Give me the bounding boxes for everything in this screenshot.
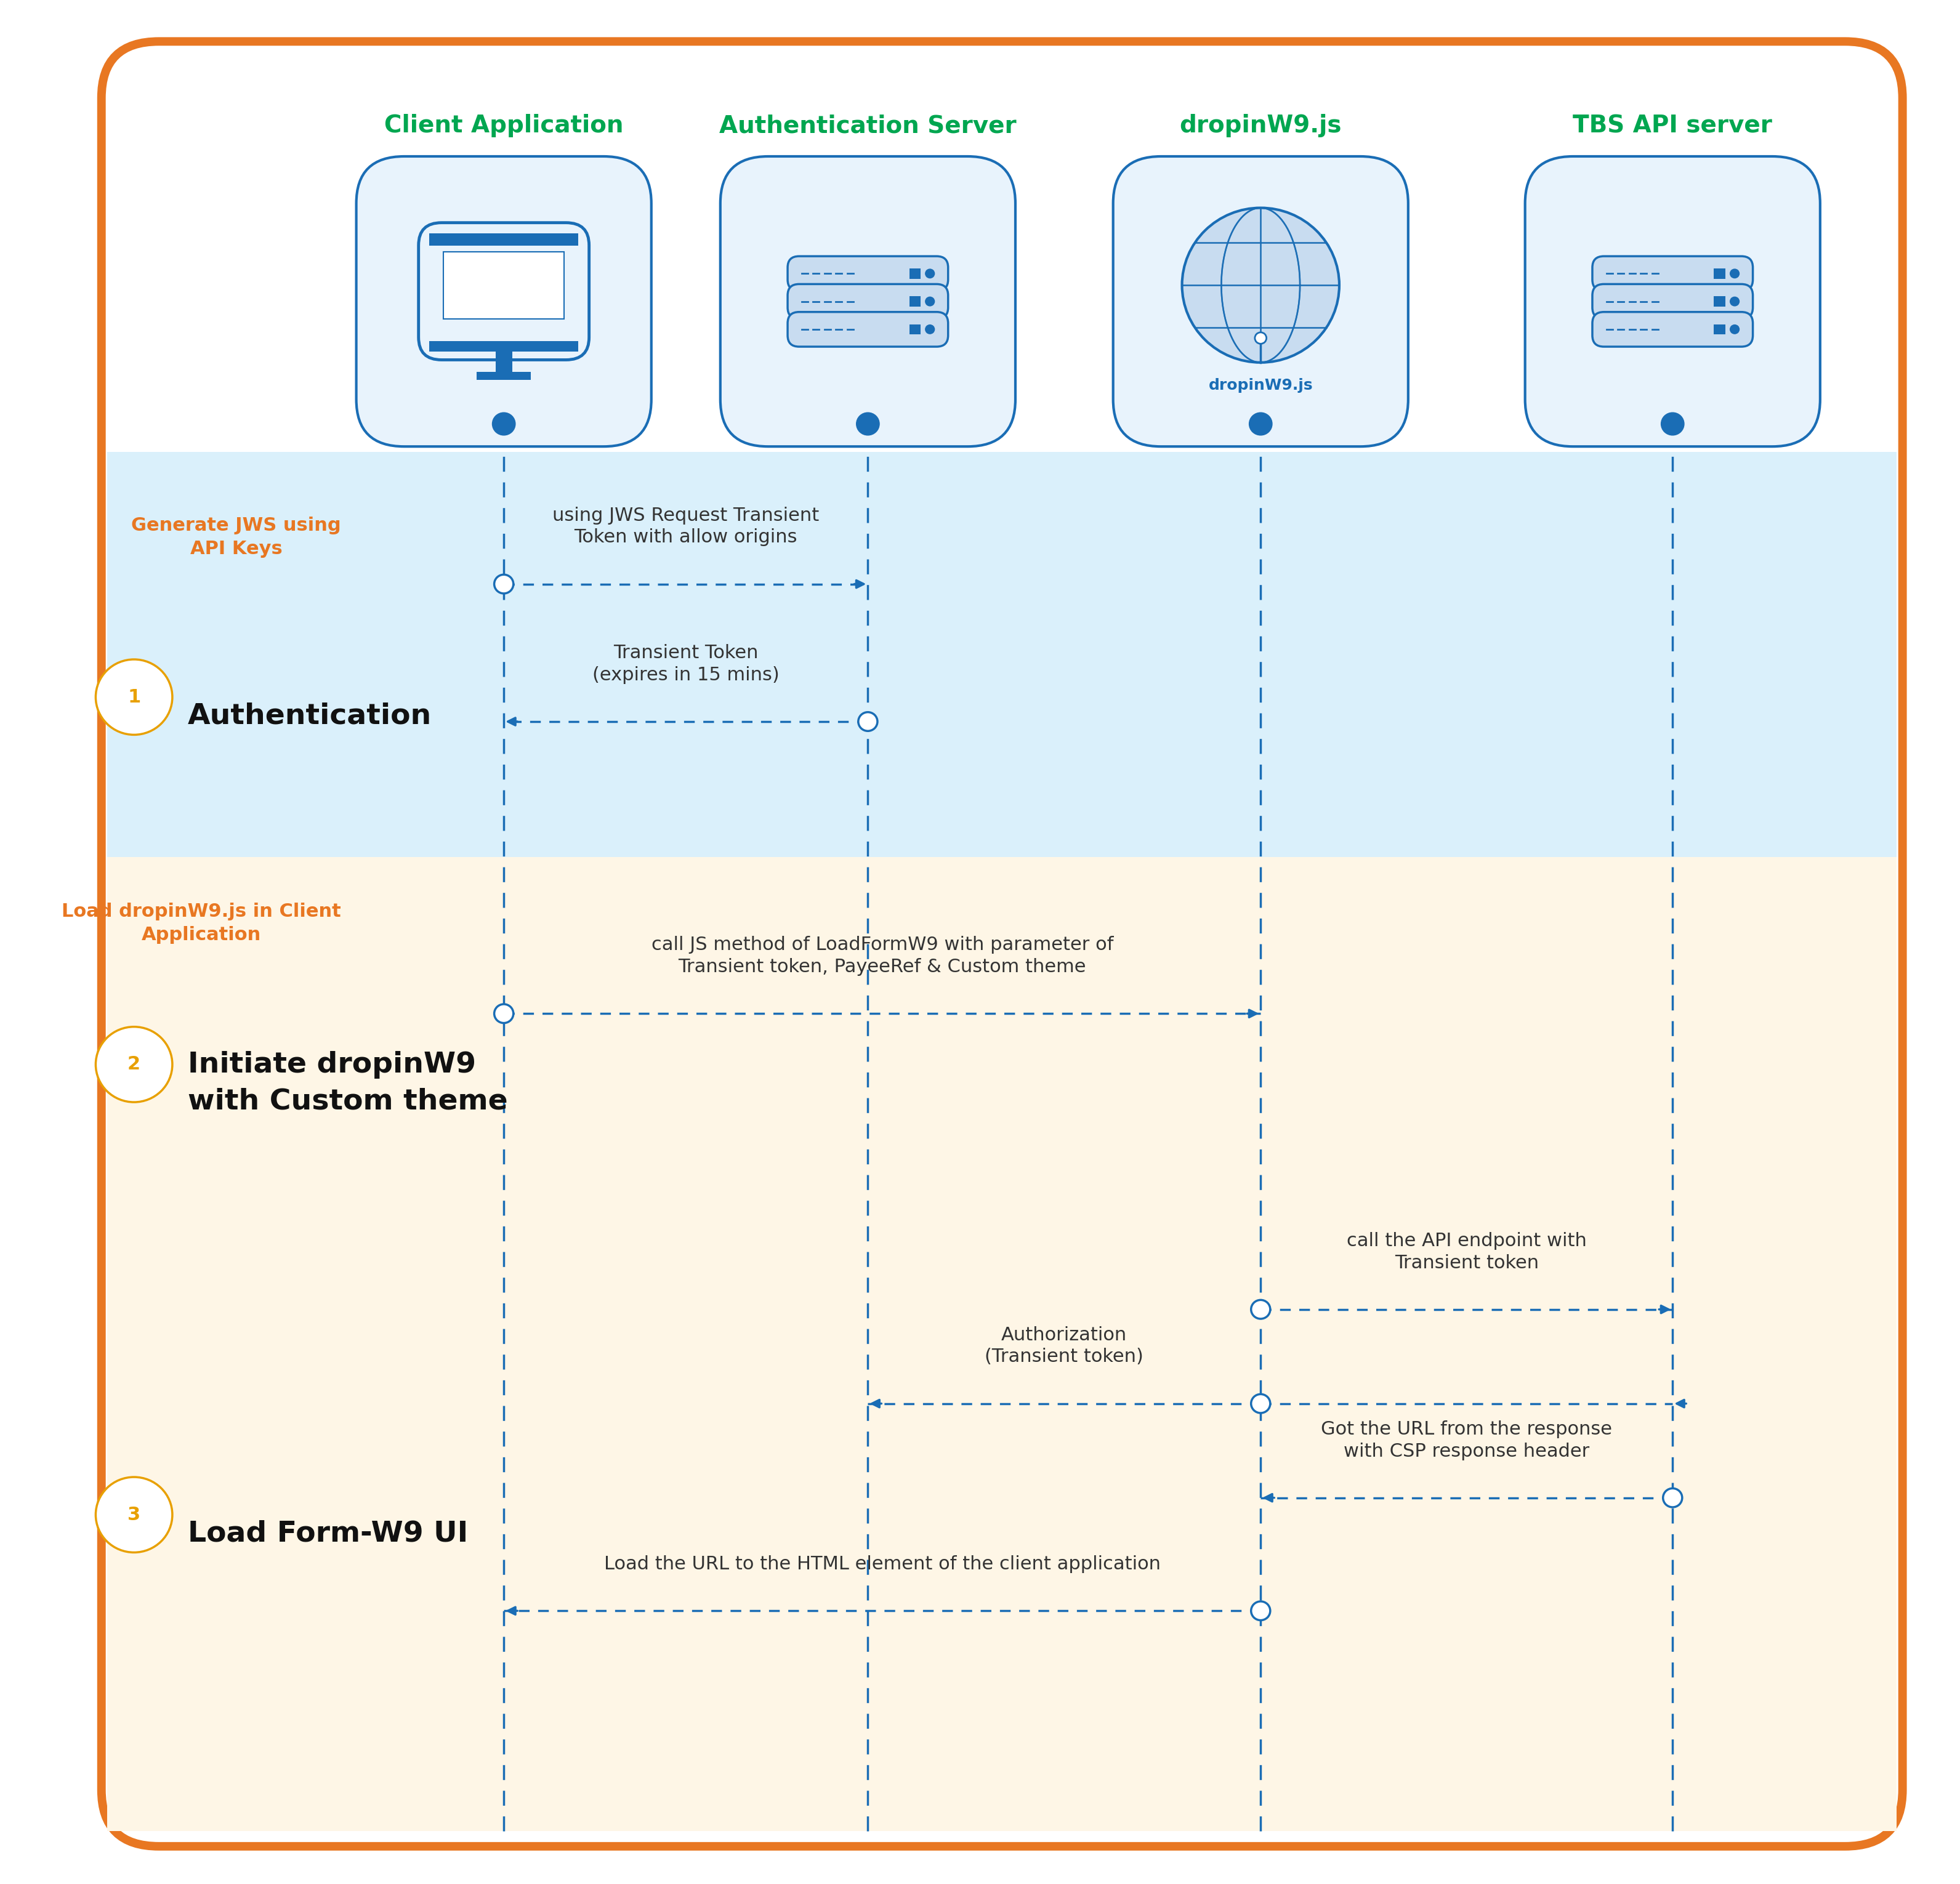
Circle shape [492, 413, 515, 435]
Circle shape [1250, 1601, 1270, 1620]
FancyBboxPatch shape [102, 41, 1903, 1846]
Text: using JWS Request Transient
Token with allow origins: using JWS Request Transient Token with a… [553, 507, 819, 546]
FancyBboxPatch shape [721, 156, 1015, 447]
FancyBboxPatch shape [1525, 156, 1821, 447]
Circle shape [1249, 413, 1272, 435]
Text: Initiate dropinW9
with Custom theme: Initiate dropinW9 with Custom theme [188, 1051, 508, 1115]
Bar [429, 341, 578, 350]
Circle shape [1182, 207, 1339, 362]
Circle shape [494, 575, 514, 593]
FancyBboxPatch shape [788, 256, 949, 290]
Bar [108, 452, 1897, 857]
Bar [476, 371, 531, 381]
Text: Authentication: Authentication [188, 703, 431, 729]
FancyBboxPatch shape [357, 156, 651, 447]
Bar [909, 324, 921, 335]
Circle shape [96, 1027, 172, 1102]
Bar [909, 296, 921, 307]
Circle shape [1250, 1300, 1270, 1319]
Circle shape [96, 1477, 172, 1552]
Text: Load Form-W9 UI: Load Form-W9 UI [188, 1520, 468, 1547]
Circle shape [1660, 413, 1684, 435]
Text: Transient Token
(expires in 15 mins): Transient Token (expires in 15 mins) [592, 644, 780, 684]
Circle shape [857, 413, 880, 435]
Bar [108, 1234, 1897, 1831]
Text: Load the URL to the HTML element of the client application: Load the URL to the HTML element of the … [604, 1556, 1160, 1573]
Text: dropinW9.js: dropinW9.js [1180, 115, 1343, 138]
Bar [443, 252, 564, 318]
Circle shape [494, 1004, 514, 1023]
Text: 3: 3 [127, 1505, 141, 1524]
Bar [429, 234, 578, 245]
FancyBboxPatch shape [1592, 313, 1752, 347]
Circle shape [96, 659, 172, 735]
Circle shape [925, 324, 935, 333]
Text: TBS API server: TBS API server [1572, 115, 1772, 138]
Text: 1: 1 [127, 688, 141, 706]
Circle shape [1731, 298, 1739, 305]
Text: Authentication Server: Authentication Server [719, 115, 1017, 138]
Circle shape [1662, 1488, 1682, 1507]
Bar [1713, 324, 1725, 335]
Text: Load dropinW9.js in Client
Application: Load dropinW9.js in Client Application [61, 902, 341, 944]
Circle shape [1250, 1394, 1270, 1413]
Circle shape [925, 269, 935, 279]
Bar [1713, 296, 1725, 307]
FancyBboxPatch shape [788, 284, 949, 318]
Circle shape [1731, 324, 1739, 333]
Bar [496, 350, 512, 371]
Circle shape [858, 712, 878, 731]
Circle shape [1254, 332, 1266, 343]
Text: Got the URL from the response
with CSP response header: Got the URL from the response with CSP r… [1321, 1421, 1613, 1460]
Text: Client Application: Client Application [384, 115, 623, 138]
Text: Generate JWS using
API Keys: Generate JWS using API Keys [131, 516, 341, 558]
Bar [1713, 268, 1725, 279]
Text: Authorization
(Transient token): Authorization (Transient token) [984, 1326, 1143, 1366]
Bar [108, 857, 1897, 1234]
Circle shape [1731, 269, 1739, 279]
FancyBboxPatch shape [1592, 256, 1752, 290]
FancyBboxPatch shape [1113, 156, 1407, 447]
FancyBboxPatch shape [1592, 284, 1752, 318]
FancyBboxPatch shape [419, 222, 590, 360]
Circle shape [925, 298, 935, 305]
Text: dropinW9.js: dropinW9.js [1209, 379, 1313, 394]
FancyBboxPatch shape [788, 313, 949, 347]
Bar [909, 268, 921, 279]
Text: 2: 2 [127, 1055, 141, 1074]
Text: call JS method of LoadFormW9 with parameter of
Transient token, PayeeRef & Custo: call JS method of LoadFormW9 with parame… [651, 936, 1113, 976]
Text: call the API endpoint with
Transient token: call the API endpoint with Transient tok… [1347, 1232, 1588, 1272]
